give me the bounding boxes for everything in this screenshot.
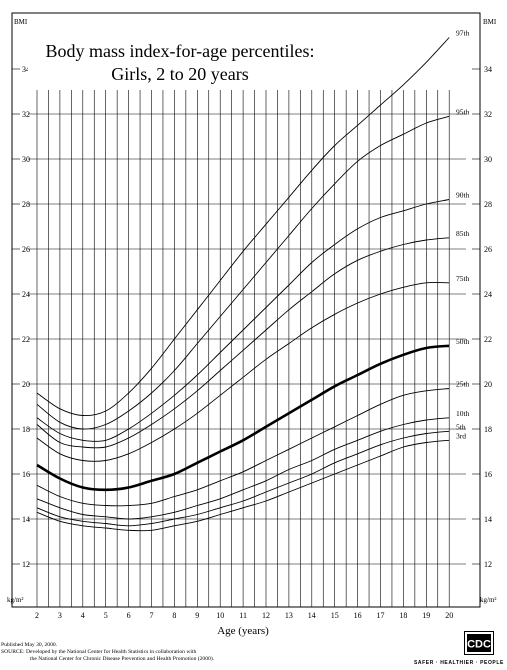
x-tick-label: 5 [104, 611, 108, 620]
y-tick-label-left: 16 [22, 470, 30, 479]
percentile-label-50th: 50th [456, 337, 470, 346]
y-tick-label-left: 18 [22, 425, 30, 434]
x-tick-label: 10 [216, 611, 224, 620]
percentile-curves [36, 37, 450, 532]
curve-50th [36, 344, 450, 492]
y-tick-label-left: 12 [22, 560, 30, 569]
curve-85th [36, 237, 450, 449]
y-tick-label-left: 34 [22, 65, 30, 74]
y-tick-label-left: 28 [22, 200, 30, 209]
x-tick-label: 11 [239, 611, 247, 620]
percentile-label-3rd: 3rd [456, 431, 466, 440]
x-tick-label: 8 [172, 611, 176, 620]
cdc-logo-fill [467, 634, 491, 652]
curve-10th [36, 417, 450, 520]
chart-subtitle: Girls, 2 to 20 years [111, 64, 248, 84]
chart-frame [11, 12, 481, 608]
cdc-logo-text: CDC [467, 639, 491, 651]
x-tick-label: 17 [377, 611, 385, 620]
percentile-label-95th: 95th [456, 107, 470, 116]
y-tick-label-left: 26 [22, 245, 30, 254]
source-line-2: the National Center for Chronic Disease … [30, 656, 215, 662]
curve-3rd [36, 439, 450, 532]
x-tick-label: 7 [150, 611, 154, 620]
y-tick-label-right: 18 [484, 425, 492, 434]
x-tick-label: 3 [58, 611, 62, 620]
grid [12, 68, 480, 607]
x-axis-title: Age (years) [217, 625, 269, 637]
percentile-label-25th: 25th [456, 380, 470, 389]
cdc-tagline: SAFER · HEALTHIER · PEOPLE [414, 660, 504, 666]
x-tick-label: 2 [35, 611, 39, 620]
title-box [28, 30, 332, 90]
x-tick-label: 14 [308, 611, 316, 620]
percentile-label-10th: 10th [456, 409, 470, 418]
y-tick-label-right: 14 [484, 515, 492, 524]
cdc-logo: CDC [464, 631, 494, 655]
y-tick-label-right: 16 [484, 470, 492, 479]
percentile-label-97th: 97th [456, 29, 470, 38]
y-tick-label-right: 12 [484, 560, 492, 569]
y-tick-label-right: 26 [484, 245, 492, 254]
y-tick-label-right: 34 [484, 65, 492, 74]
percentile-label-85th: 85th [456, 229, 470, 238]
unit-label-right: kg/m² [480, 596, 497, 604]
published-note: Published May 30, 2000. [1, 642, 58, 648]
curve-75th [36, 281, 450, 462]
curve-95th [36, 115, 450, 430]
percentile-label-75th: 75th [456, 274, 470, 283]
y-tick-label-right: 20 [484, 380, 492, 389]
percentile-label-5th: 5th [456, 422, 466, 431]
x-tick-label: 18 [399, 611, 407, 620]
unit-label-left: kg/m² [7, 596, 24, 604]
y-axis-label-right: BMI [483, 18, 497, 26]
x-tick-label: 4 [81, 611, 85, 620]
y-tick-label-right: 24 [484, 290, 492, 299]
x-tick-label: 6 [127, 611, 131, 620]
x-tick-label: 19 [422, 611, 430, 620]
x-tick-label: 16 [354, 611, 362, 620]
y-tick-label-left: 14 [22, 515, 30, 524]
curve-25th [36, 388, 450, 507]
x-tick-label: 15 [331, 611, 339, 620]
source-line-1: SOURCE: Developed by the National Center… [1, 649, 197, 655]
x-tick-label: 13 [285, 611, 293, 620]
y-tick-label-left: 20 [22, 380, 30, 389]
chart-title: Body mass index-for-age percentiles: [45, 41, 314, 61]
x-tick-label: 12 [262, 611, 270, 620]
y-axis-label-left: BMI [14, 18, 28, 26]
y-tick-label-left: 30 [22, 155, 30, 164]
y-tick-label-right: 28 [484, 200, 492, 209]
y-tick-label-right: 22 [484, 335, 492, 344]
y-tick-label-right: 32 [484, 110, 492, 119]
curve-5th [36, 430, 450, 527]
y-tick-label-left: 22 [22, 335, 30, 344]
y-tick-label-left: 32 [22, 110, 30, 119]
curve-97th [36, 37, 450, 417]
curve-90th [36, 199, 450, 442]
x-tick-label: 9 [195, 611, 199, 620]
x-tick-label: 20 [445, 611, 453, 620]
y-tick-label-right: 30 [484, 155, 492, 164]
y-tick-label-left: 24 [22, 290, 30, 299]
percentile-label-90th: 90th [456, 191, 470, 200]
